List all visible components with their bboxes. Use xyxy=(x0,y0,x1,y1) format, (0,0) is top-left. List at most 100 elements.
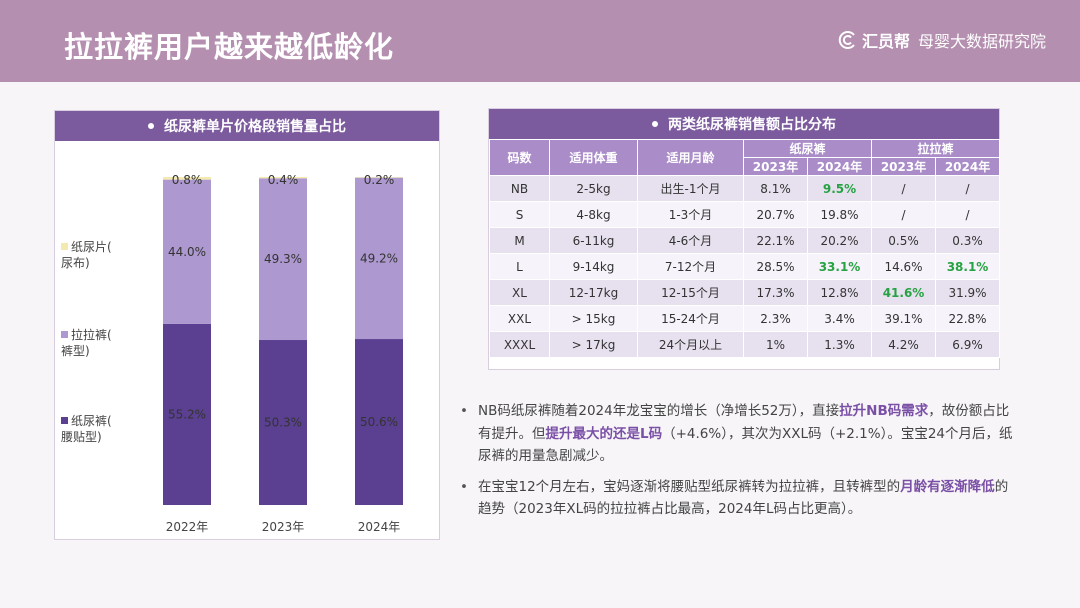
legend-swatch xyxy=(61,243,68,250)
brand-subtitle: 母婴大数据研究院 xyxy=(917,32,1046,51)
bar-segment xyxy=(163,177,211,180)
cell-weight: 4-8kg xyxy=(549,201,638,228)
bullet-dot-icon xyxy=(148,123,154,129)
cell-weight: 2-5kg xyxy=(549,175,638,202)
th-age: 适用月龄 xyxy=(637,139,744,176)
data-label: 0.2% xyxy=(364,173,395,187)
cell-pullup-2023: / xyxy=(871,175,937,202)
cell-diaper-2024: 12.8% xyxy=(806,279,873,306)
table-row: XXXL > 17kg 24个月以上 1% 1.3% 4.2% 6.9% xyxy=(489,331,1001,358)
bar-segment xyxy=(163,179,211,324)
legend-swatch xyxy=(61,331,68,338)
cell-diaper-2024: 19.8% xyxy=(806,201,873,228)
data-label: 55.2% xyxy=(168,407,206,421)
cell-weight: > 15kg xyxy=(549,305,638,332)
th-pullup-2023: 2023年 xyxy=(871,157,937,176)
cell-pullup-2023: 4.2% xyxy=(871,331,937,358)
chart-title: 纸尿裤单片价格段销售量占比 xyxy=(164,119,346,135)
bar-segment xyxy=(163,323,211,505)
emphasis-text: 月龄有逐渐降低 xyxy=(900,478,995,495)
table-row: XXL > 15kg 15-24个月 2.3% 3.4% 39.1% 22.8% xyxy=(489,305,1001,332)
cell-diaper-2024: 3.4% xyxy=(806,305,873,332)
text-part: ，故份额占比有提升。但 xyxy=(478,403,1010,442)
table-row: XL 12-17kg 12-15个月 17.3% 12.8% 41.6% 31.… xyxy=(489,279,1001,306)
cell-age: 24个月以上 xyxy=(637,331,744,358)
sales-share-table: 码数 适用体重 适用月龄 纸尿裤 拉拉裤 2023年 2024年 2023年 2… xyxy=(489,139,1001,358)
th-diaper: 纸尿裤 xyxy=(742,139,873,158)
cell-weight: 6-11kg xyxy=(549,227,638,254)
header-bar: 拉拉裤用户越来越低龄化 汇员帮 母婴大数据研究院 xyxy=(0,0,1080,82)
chart-legend: 纸尿片(尿布) 拉拉裤(裤型) 纸尿裤(腰贴型) xyxy=(61,240,112,444)
cell-age: 出生-1个月 xyxy=(637,175,744,202)
cell-size: S xyxy=(489,201,550,228)
legend-label: 拉拉裤(裤型) xyxy=(61,327,112,358)
chart-x-labels: 2022年 2023年 2024年 xyxy=(166,520,401,534)
cell-pullup-2023: / xyxy=(871,201,937,228)
legend-label: 纸尿片(尿布) xyxy=(61,240,112,270)
cell-pullup-2024: 31.9% xyxy=(935,279,1001,306)
text-part: NB码纸尿裤随着2024年龙宝宝的增长（净增长52万），直接 xyxy=(478,403,840,419)
emphasis-text: 拉升NB码需求 xyxy=(839,403,929,419)
cell-diaper-2023: 2.3% xyxy=(743,305,808,332)
insight-item: • 在宝宝12个月左右，宝妈逐渐将腰贴型纸尿裤转为拉拉裤，且转裤型的月龄有逐渐降… xyxy=(460,476,1020,521)
cell-pullup-2024: / xyxy=(935,201,1001,228)
cell-pullup-2024: 0.3% xyxy=(935,227,1001,254)
data-label: 0.4% xyxy=(268,173,299,187)
bar-segment xyxy=(355,339,403,505)
bullet-dot-icon xyxy=(652,121,658,127)
x-tick-label: 2024年 xyxy=(358,520,401,534)
th-size: 码数 xyxy=(489,139,550,176)
cell-pullup-2023: 0.5% xyxy=(871,227,937,254)
bar-segment xyxy=(259,177,307,179)
bar-segment xyxy=(355,177,403,340)
cell-size: XXXL xyxy=(489,331,550,358)
data-label: 0.8% xyxy=(172,173,203,187)
cell-diaper-2023: 20.7% xyxy=(743,201,808,228)
cell-diaper-2024: 9.5% xyxy=(806,175,873,202)
chart-panel: 纸尿裤单片价格段销售量占比 纸尿片(尿布) 拉拉裤(裤型) 纸尿裤(腰贴型) 55.… xyxy=(54,110,440,540)
th-pullup: 拉拉裤 xyxy=(871,139,1001,158)
th-pullup-2024: 2024年 xyxy=(935,157,1001,176)
cell-weight: 12-17kg xyxy=(549,279,638,306)
cell-age: 7-12个月 xyxy=(637,253,744,280)
legend-swatch xyxy=(61,417,68,424)
data-label: 44.0% xyxy=(168,245,206,259)
insight-text: NB码纸尿裤随着2024年龙宝宝的增长（净增长52万），直接拉升NB码需求，故份… xyxy=(478,400,1020,468)
page-title: 拉拉裤用户越来越低龄化 xyxy=(64,30,395,64)
brand-logo-icon xyxy=(838,31,855,49)
cell-size: M xyxy=(489,227,550,254)
th-diaper-2023: 2023年 xyxy=(743,157,808,176)
stacked-bar-chart: 纸尿片(尿布) 拉拉裤(裤型) 纸尿裤(腰贴型) 55.2% 44.0% 0.8% 50.… xyxy=(61,173,403,534)
cell-size: XL xyxy=(489,279,550,306)
insight-text: 在宝宝12个月左右，宝妈逐渐将腰贴型纸尿裤转为拉拉裤，且转裤型的月龄有逐渐降低的… xyxy=(478,476,1020,521)
cell-size: L xyxy=(489,253,550,280)
data-label: 49.3% xyxy=(264,252,302,266)
cell-pullup-2024: 6.9% xyxy=(935,331,1001,358)
cell-diaper-2023: 22.1% xyxy=(743,227,808,254)
emphasis-text: 提升最大的还是L码 xyxy=(545,425,663,442)
table-row: L 9-14kg 7-12个月 28.5% 33.1% 14.6% 38.1% xyxy=(489,253,1001,280)
cell-diaper-2024: 20.2% xyxy=(806,227,873,254)
cell-age: 1-3个月 xyxy=(637,201,744,228)
th-weight: 适用体重 xyxy=(549,139,638,176)
cell-diaper-2023: 1% xyxy=(743,331,808,358)
cell-age: 15-24个月 xyxy=(637,305,744,332)
cell-pullup-2024: 22.8% xyxy=(935,305,1001,332)
cell-pullup-2023: 39.1% xyxy=(871,305,937,332)
cell-pullup-2023: 14.6% xyxy=(871,253,937,280)
bullet-mark: • xyxy=(460,403,468,419)
legend-label: 纸尿裤(腰贴型) xyxy=(61,414,112,444)
x-tick-label: 2022年 xyxy=(166,520,209,534)
insight-notes: • NB码纸尿裤随着2024年龙宝宝的增长（净增长52万），直接拉升NB码需求，… xyxy=(460,400,1020,529)
brand: 汇员帮 母婴大数据研究院 xyxy=(838,28,1046,52)
chart-bars: 55.2% 44.0% 0.8% 50.3% 49.3% 0.4% 50.6% 49.2% 0.… xyxy=(163,173,403,505)
cell-size: XXL xyxy=(489,305,550,332)
table-row: M 6-11kg 4-6个月 22.1% 20.2% 0.5% 0.3% xyxy=(489,227,1001,254)
table-row: S 4-8kg 1-3个月 20.7% 19.8% / / xyxy=(489,201,1001,228)
chart-panel-header: 纸尿裤单片价格段销售量占比 xyxy=(55,111,439,141)
text-part: 在宝宝12个月左右，宝妈逐渐将腰贴型纸尿裤转为拉拉裤，且转裤型的 xyxy=(478,478,901,495)
cell-diaper-2023: 8.1% xyxy=(743,175,808,202)
cell-diaper-2023: 28.5% xyxy=(743,253,808,280)
table-panel: 两类纸尿裤销售额占比分布 码数 适用体重 适用月龄 纸尿裤 拉拉裤 2023年 … xyxy=(488,108,1001,370)
table-panel-header: 两类纸尿裤销售额占比分布 xyxy=(489,109,999,139)
